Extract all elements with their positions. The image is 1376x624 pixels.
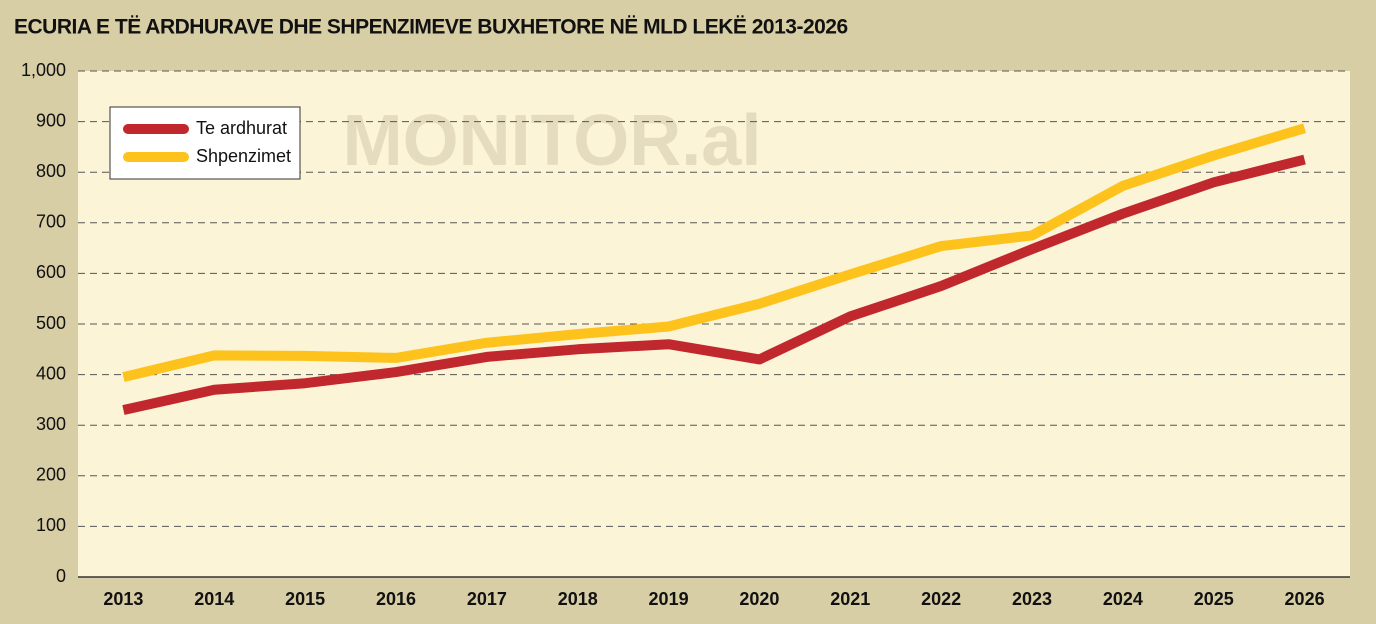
legend-label: Te ardhurat — [196, 118, 287, 138]
x-tick-label: 2017 — [467, 589, 507, 609]
x-tick-label: 2022 — [921, 589, 961, 609]
y-tick-label: 500 — [36, 313, 66, 333]
x-tick-label: 2014 — [194, 589, 234, 609]
x-tick-label: 2013 — [103, 589, 143, 609]
y-tick-label: 800 — [36, 161, 66, 181]
x-tick-label: 2020 — [739, 589, 779, 609]
y-tick-label: 600 — [36, 262, 66, 282]
x-tick-label: 2015 — [285, 589, 325, 609]
y-tick-label: 0 — [56, 566, 66, 586]
x-tick-label: 2026 — [1285, 589, 1325, 609]
x-tick-label: 2016 — [376, 589, 416, 609]
y-tick-label: 300 — [36, 414, 66, 434]
x-tick-label: 2023 — [1012, 589, 1052, 609]
y-tick-label: 700 — [36, 212, 66, 232]
x-tick-label: 2024 — [1103, 589, 1143, 609]
y-tick-label: 200 — [36, 465, 66, 485]
legend-box — [109, 106, 301, 180]
chart-title: ECURIA E TË ARDHURAVE DHE SHPENZIMEVE BU… — [14, 16, 848, 39]
series-line — [122, 123, 1307, 382]
y-tick-label: 100 — [36, 515, 66, 535]
x-tick-label: 2018 — [558, 589, 598, 609]
x-tick-label: 2021 — [830, 589, 870, 609]
x-tick-label: 2025 — [1194, 589, 1234, 609]
y-tick-label: 400 — [36, 363, 66, 383]
series-line — [122, 154, 1306, 415]
x-tick-label: 2019 — [649, 589, 689, 609]
y-tick-label: 1,000 — [21, 60, 66, 80]
y-tick-label: 900 — [36, 110, 66, 130]
watermark: MONITOR.al — [343, 101, 762, 181]
legend-label: Shpenzimet — [196, 146, 291, 166]
